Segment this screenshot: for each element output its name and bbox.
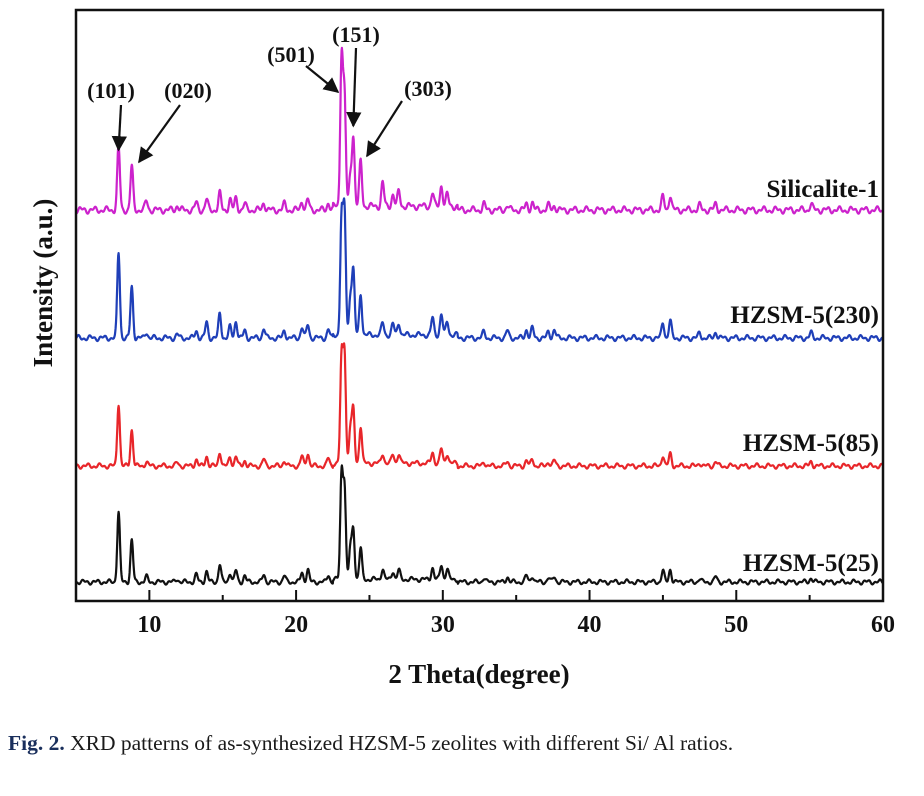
series-labels: Silicalite-1 HZSM-5(230) HZSM-5(85) HZSM-5(… <box>730 176 879 577</box>
annotation-arrow <box>346 47 362 128</box>
y-axis-title: Intensity (a.u.) <box>28 199 58 368</box>
caption-text: XRD patterns of as-synthesized HZSM-5 ze… <box>70 731 734 755</box>
annotation-arrow <box>111 104 127 152</box>
series-label: HZSM-5(85) <box>743 430 879 457</box>
x-axis: 10 20 30 40 50 60 <box>75 590 895 638</box>
series-label: HZSM-5(25) <box>743 550 879 577</box>
annotation-label: (101) <box>87 78 135 103</box>
x-tick-label-30: 30 <box>431 612 455 638</box>
annotation-arrow <box>138 104 181 164</box>
annotation-label: (303) <box>404 76 452 101</box>
series-label: Silicalite-1 <box>767 176 879 203</box>
x-tick-label-20: 20 <box>284 612 308 638</box>
trace-hzsm-5-85 <box>75 342 884 470</box>
x-axis-title: 2 Theta(degree) <box>388 659 569 689</box>
annotation-label: (151) <box>332 22 380 47</box>
plot-frame <box>74 8 885 603</box>
caption-figure-number: Fig. 2. <box>8 731 65 755</box>
series-label: HZSM-5(230) <box>730 302 879 329</box>
x-tick-label-10: 10 <box>137 612 161 638</box>
annotation-label: (020) <box>164 78 212 103</box>
x-tick-label-50: 50 <box>724 612 748 638</box>
trace-hzsm-5-25 <box>75 464 884 586</box>
trace-hzsm-5-230 <box>75 197 884 343</box>
figure-caption: Fig. 2. XRD patterns of as-synthesized H… <box>8 728 913 758</box>
annotation-label: (501) <box>267 42 315 67</box>
peak-annotations: (101) (020) (501) (151) (303) <box>87 22 452 164</box>
traces-layer <box>75 46 884 586</box>
x-tick-label-60: 60 <box>871 612 895 638</box>
trace-silicalite-1 <box>75 46 884 215</box>
annotation-arrow <box>305 65 340 93</box>
annotation-arrow <box>366 100 403 158</box>
x-tick-label-40: 40 <box>578 612 602 638</box>
